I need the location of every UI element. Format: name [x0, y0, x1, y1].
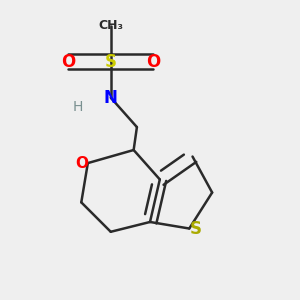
Text: H: H — [73, 100, 83, 115]
Text: O: O — [75, 156, 88, 171]
Text: N: N — [104, 89, 118, 107]
Text: S: S — [105, 53, 117, 71]
Text: S: S — [190, 220, 202, 238]
Text: O: O — [61, 53, 75, 71]
Text: CH₃: CH₃ — [98, 19, 123, 32]
Text: O: O — [146, 53, 160, 71]
